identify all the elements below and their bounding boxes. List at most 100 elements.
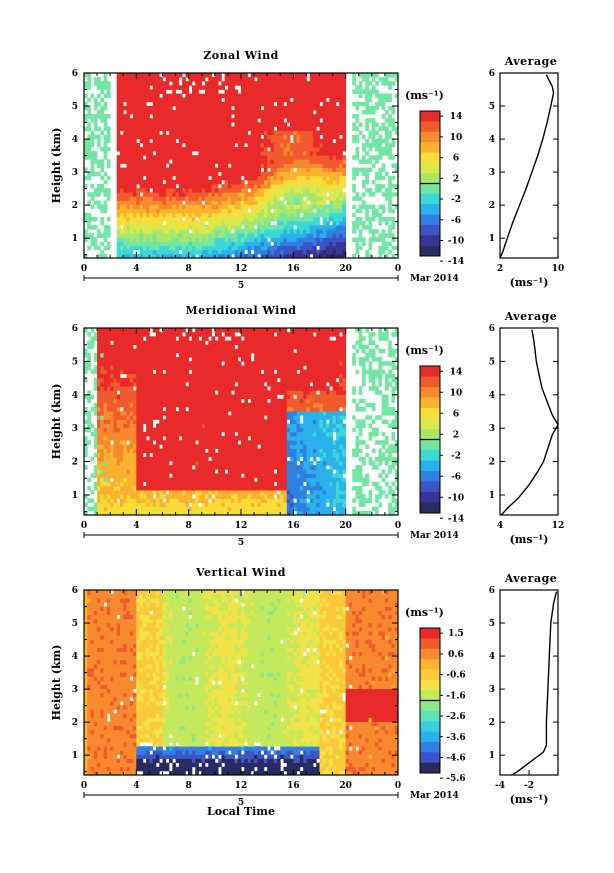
colorbar-label: 6 [453,409,459,419]
avg-xtick-label: -2 [524,781,534,791]
avg-ytick-label: 5 [489,357,495,367]
colorbar-label: -3.6 [446,733,465,743]
xtick-label: 12 [235,781,248,791]
ytick-label: 3 [72,685,78,695]
colorbar-label: -10 [448,236,464,246]
colorbar-swatch [420,481,440,493]
colorbar-swatch [420,214,440,226]
xtick-label: 20 [339,264,352,274]
colorbar-swatch [420,387,440,398]
xtick-label: 0 [395,521,401,531]
xtick-label: 4 [133,264,139,274]
ytick-label: 5 [72,102,78,112]
avg-ytick-label: 1 [489,751,495,761]
average-frame [499,72,559,259]
average-title: Average [504,572,558,585]
average-title: Average [504,55,558,68]
colorbar-swatch [420,752,440,763]
colorbar-swatch [420,471,440,482]
colorbar-swatch [420,429,440,440]
colorbar-swatch [420,152,440,164]
y-axis-label: Height (km) [50,645,63,721]
avg-xtick-label: -4 [495,781,505,791]
avg-ytick-label: 4 [489,135,495,145]
avg-xtick-label: 10 [552,264,565,274]
xtick-label: 8 [186,781,192,791]
avg-ytick-label: 6 [489,586,495,596]
panel-title: Vertical Wind [195,566,286,579]
xtick-label: 16 [287,264,300,274]
colorbar-swatch [420,460,440,472]
ytick-label: 3 [72,168,78,178]
colorbar-label: -6 [451,216,461,226]
ytick-label: 1 [72,234,78,244]
xtick-label: 12 [235,521,248,531]
colorbar-swatch [420,690,440,701]
colorbar-swatch [420,397,440,409]
colorbar-label: 2 [453,174,459,184]
avg-ytick-label: 2 [489,201,495,211]
average-line [499,74,555,259]
ytick-label: 1 [72,751,78,761]
colorbar-swatch [420,450,440,461]
avg-ytick-label: 4 [489,391,495,401]
colorbar-label: -2 [451,451,461,461]
avg-ytick-label: 1 [489,491,495,501]
avg-ytick-label: 6 [489,69,495,79]
colorbar-label: 0.6 [448,650,464,660]
avg-ytick-label: 1 [489,234,495,244]
colorbar-swatch [420,679,440,691]
colorbar-swatch [420,418,440,430]
colorbar-swatch [420,142,440,153]
y-axis-label: Height (km) [50,384,63,460]
colorbar-swatch [420,700,440,712]
avg-xtick-label: 12 [552,521,565,531]
colorbar-swatch [420,628,440,639]
colorbar-unit: (ms⁻¹) [405,344,444,357]
date-label: Mar 2014 [410,531,459,541]
heatmap [84,590,399,776]
colorbar-unit: (ms⁻¹) [405,89,444,102]
colorbar-label: -2.6 [446,712,465,722]
avg-ytick-label: 5 [489,102,495,112]
colorbar-label: 2 [453,430,459,440]
avg-ytick-label: 5 [489,619,495,629]
heatmap [84,328,399,516]
xtick-label: 8 [186,264,192,274]
colorbar-swatch [420,408,440,419]
colorbar-swatch [420,111,440,122]
xtick-label: 0 [81,264,87,274]
xtick-label: 20 [339,781,352,791]
xtick-label: 16 [287,781,300,791]
colorbar: (ms⁻¹) 1.5 0.6 -0.6 -1.6 -2.6 -3.6 -4.6 -5.6 [405,606,466,784]
avg-xtick-label: 2 [497,264,503,274]
xtick-label: 0 [81,781,87,791]
colorbar-swatch [420,193,440,205]
colorbar-label: 14 [450,112,463,122]
average-line [500,329,559,516]
colorbar-label: -0.6 [446,671,465,681]
xtick-label: 8 [186,521,192,531]
avg-xlabel: (ms⁻¹) [510,533,549,546]
ytick-label: 5 [72,357,78,367]
ytick-label: 6 [72,69,78,79]
colorbar-label: -10 [448,493,464,503]
colorbar-swatch [420,669,440,681]
ytick-label: 2 [72,458,78,468]
avg-ytick-label: 2 [489,458,495,468]
average-title: Average [504,310,558,323]
colorbar-swatch [420,245,440,257]
colorbar-swatch [420,439,440,451]
colorbar-label: -6 [451,472,461,482]
colorbar-swatch [420,173,440,184]
ytick-label: 4 [72,652,78,662]
day-label: 5 [238,538,244,548]
panel-title: Meridional Wind [185,304,296,317]
colorbar-label: 1.5 [448,629,464,639]
colorbar-label: 6 [453,154,459,164]
colorbar: (ms⁻¹) 14 10 6 2 -2 -6 -10 -14 [405,344,464,524]
average-line [511,591,558,776]
colorbar: (ms⁻¹) 14 10 6 2 -2 -6 -10 -14 [405,89,464,267]
average-profile: Average 1 2 3 4 5 6 -4 -2 (ms⁻¹) [489,572,559,806]
colorbar-label: 10 [450,388,463,398]
